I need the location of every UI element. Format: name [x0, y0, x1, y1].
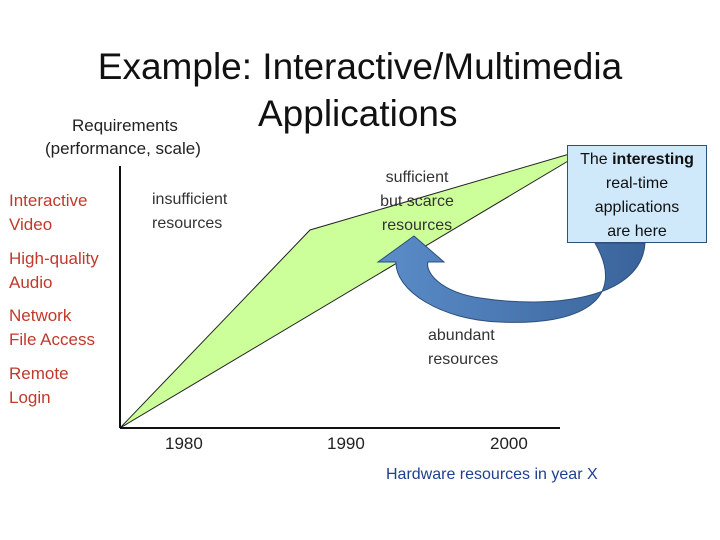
x-tick-2000: 2000	[490, 434, 528, 453]
region-line1: abundant	[428, 327, 495, 344]
callout-line3: applications	[594, 199, 680, 216]
y-axis-label-line2: (performance, scale)	[45, 139, 201, 158]
region-line2: resources	[428, 351, 499, 368]
callout-pre: The	[580, 151, 613, 168]
sufficient-resources-wedge	[119, 147, 591, 429]
y-axis-label-line1: Requirements	[72, 116, 178, 135]
curved-arrow	[376, 235, 646, 323]
sufficient-resources-label: sufficient but scarce resources	[372, 166, 462, 238]
y-item-high-quality-audio: High-quality Audio	[9, 247, 99, 295]
slide-title-line1: Example: Interactive/Multimedia	[97, 46, 623, 87]
callout-line1: The interesting	[568, 148, 706, 172]
abundant-resources-label: abundant resources	[428, 324, 498, 372]
y-item-line2: Login	[9, 388, 51, 407]
region-line3: resources	[381, 217, 453, 234]
y-item-remote-login: Remote Login	[9, 362, 69, 410]
slide-title-line2-text: Applications	[258, 93, 458, 134]
y-item-line1: Remote	[9, 364, 69, 383]
y-item-line1: Network	[9, 306, 72, 325]
region-line2: but scarce	[380, 193, 454, 210]
region-line1: sufficient	[385, 169, 449, 186]
y-item-line2: File Access	[9, 330, 95, 349]
callout-line2: real-time	[605, 175, 669, 192]
y-item-network-file-access: Network File Access	[9, 304, 95, 352]
y-item-line1: Interactive	[9, 191, 88, 210]
callout-bold: interesting	[612, 151, 694, 168]
x-tick-1980: 1980	[165, 434, 203, 453]
interesting-applications-callout: The interesting real-time applications a…	[567, 145, 707, 243]
y-item-line2: Audio	[9, 273, 53, 292]
y-item-line1: High-quality	[9, 249, 99, 268]
callout-line4: are here	[607, 223, 667, 240]
region-line1: insufficient	[152, 191, 228, 208]
y-item-interactive-video: Interactive Video	[9, 189, 87, 237]
y-item-line2: Video	[9, 215, 53, 234]
x-axis-label: Hardware resources in year X	[386, 466, 598, 483]
x-tick-1990: 1990	[327, 434, 365, 453]
insufficient-resources-label: insufficient resources	[152, 188, 227, 236]
region-line2: resources	[152, 215, 223, 232]
